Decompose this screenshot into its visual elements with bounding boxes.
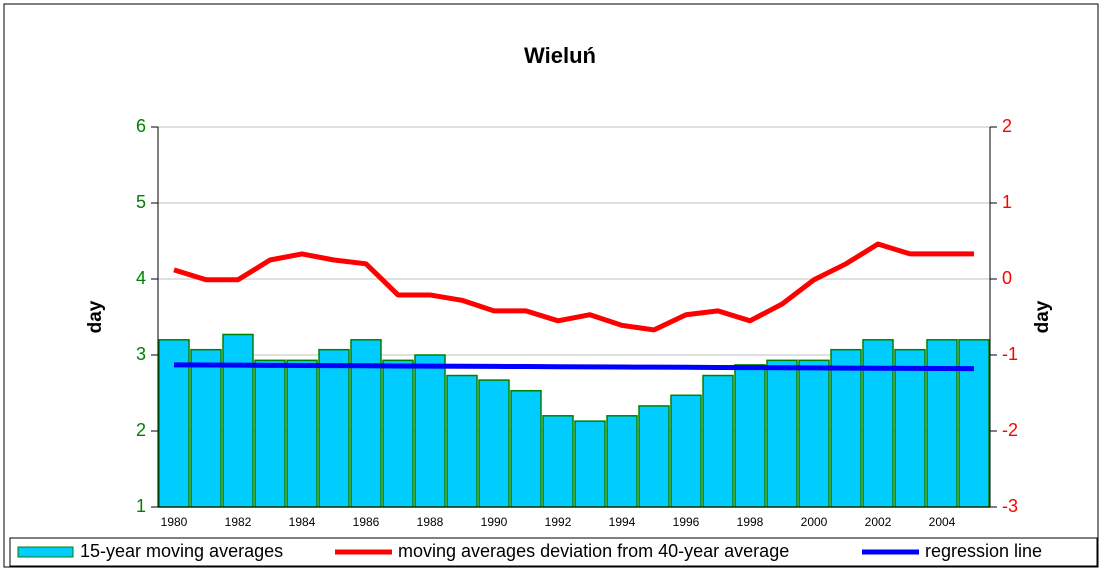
bar	[286, 359, 318, 508]
y-axis-label: day	[85, 300, 106, 333]
bar	[862, 339, 894, 508]
bar	[414, 354, 446, 508]
bar	[382, 359, 414, 508]
y2-tick-label: 0	[1002, 268, 1012, 288]
legend-label: moving averages deviation from 40-year a…	[398, 541, 789, 561]
bar	[926, 339, 958, 508]
bar	[798, 359, 830, 508]
bar	[478, 379, 510, 508]
x-tick-label: 2004	[929, 515, 956, 529]
x-tick-label: 1992	[545, 515, 572, 529]
y-tick-label: 5	[136, 192, 146, 212]
bar	[606, 415, 638, 508]
y-tick-label: 4	[136, 268, 146, 288]
bar	[574, 420, 606, 508]
bar	[958, 339, 990, 508]
legend-swatch	[17, 546, 74, 558]
x-tick-label: 1980	[161, 515, 188, 529]
y2-tick-label: -2	[1002, 420, 1018, 440]
bar	[318, 348, 350, 508]
bar	[670, 394, 702, 508]
bar	[702, 374, 734, 508]
x-tick-label: 1990	[481, 515, 508, 529]
x-tick-label: 2000	[801, 515, 828, 529]
bar	[542, 415, 574, 508]
y-tick-label: 2	[136, 420, 146, 440]
line-series	[173, 362, 975, 372]
legend-label: regression line	[925, 541, 1042, 561]
bar	[158, 339, 190, 508]
bar	[190, 348, 222, 508]
y2-tick-label: -1	[1002, 344, 1018, 364]
bar	[446, 374, 478, 508]
bar	[766, 359, 798, 508]
bar	[894, 348, 926, 508]
x-tick-label: 2002	[865, 515, 892, 529]
y-tick-label: 6	[136, 116, 146, 136]
legend-label: 15-year moving averages	[80, 541, 283, 561]
bar	[510, 389, 542, 508]
x-tick-label: 1988	[417, 515, 444, 529]
x-tick-label: 1998	[737, 515, 764, 529]
bar	[830, 348, 862, 508]
bar	[222, 333, 254, 508]
bar	[734, 364, 766, 508]
x-tick-label: 1986	[353, 515, 380, 529]
y2-tick-label: -3	[1002, 496, 1018, 516]
x-tick-label: 1984	[289, 515, 316, 529]
y2-tick-label: 2	[1002, 116, 1012, 136]
x-tick-label: 1994	[609, 515, 636, 529]
line-series	[173, 241, 974, 333]
x-tick-label: 1996	[673, 515, 700, 529]
y-tick-label: 3	[136, 344, 146, 364]
y2-tick-label: 1	[1002, 192, 1012, 212]
bar	[638, 405, 670, 508]
chart-title: Wieluń	[524, 43, 596, 68]
x-tick-label: 1982	[225, 515, 252, 529]
y-tick-label: 1	[136, 496, 146, 516]
bar	[254, 359, 286, 508]
y2-axis-label: day	[1032, 300, 1053, 333]
